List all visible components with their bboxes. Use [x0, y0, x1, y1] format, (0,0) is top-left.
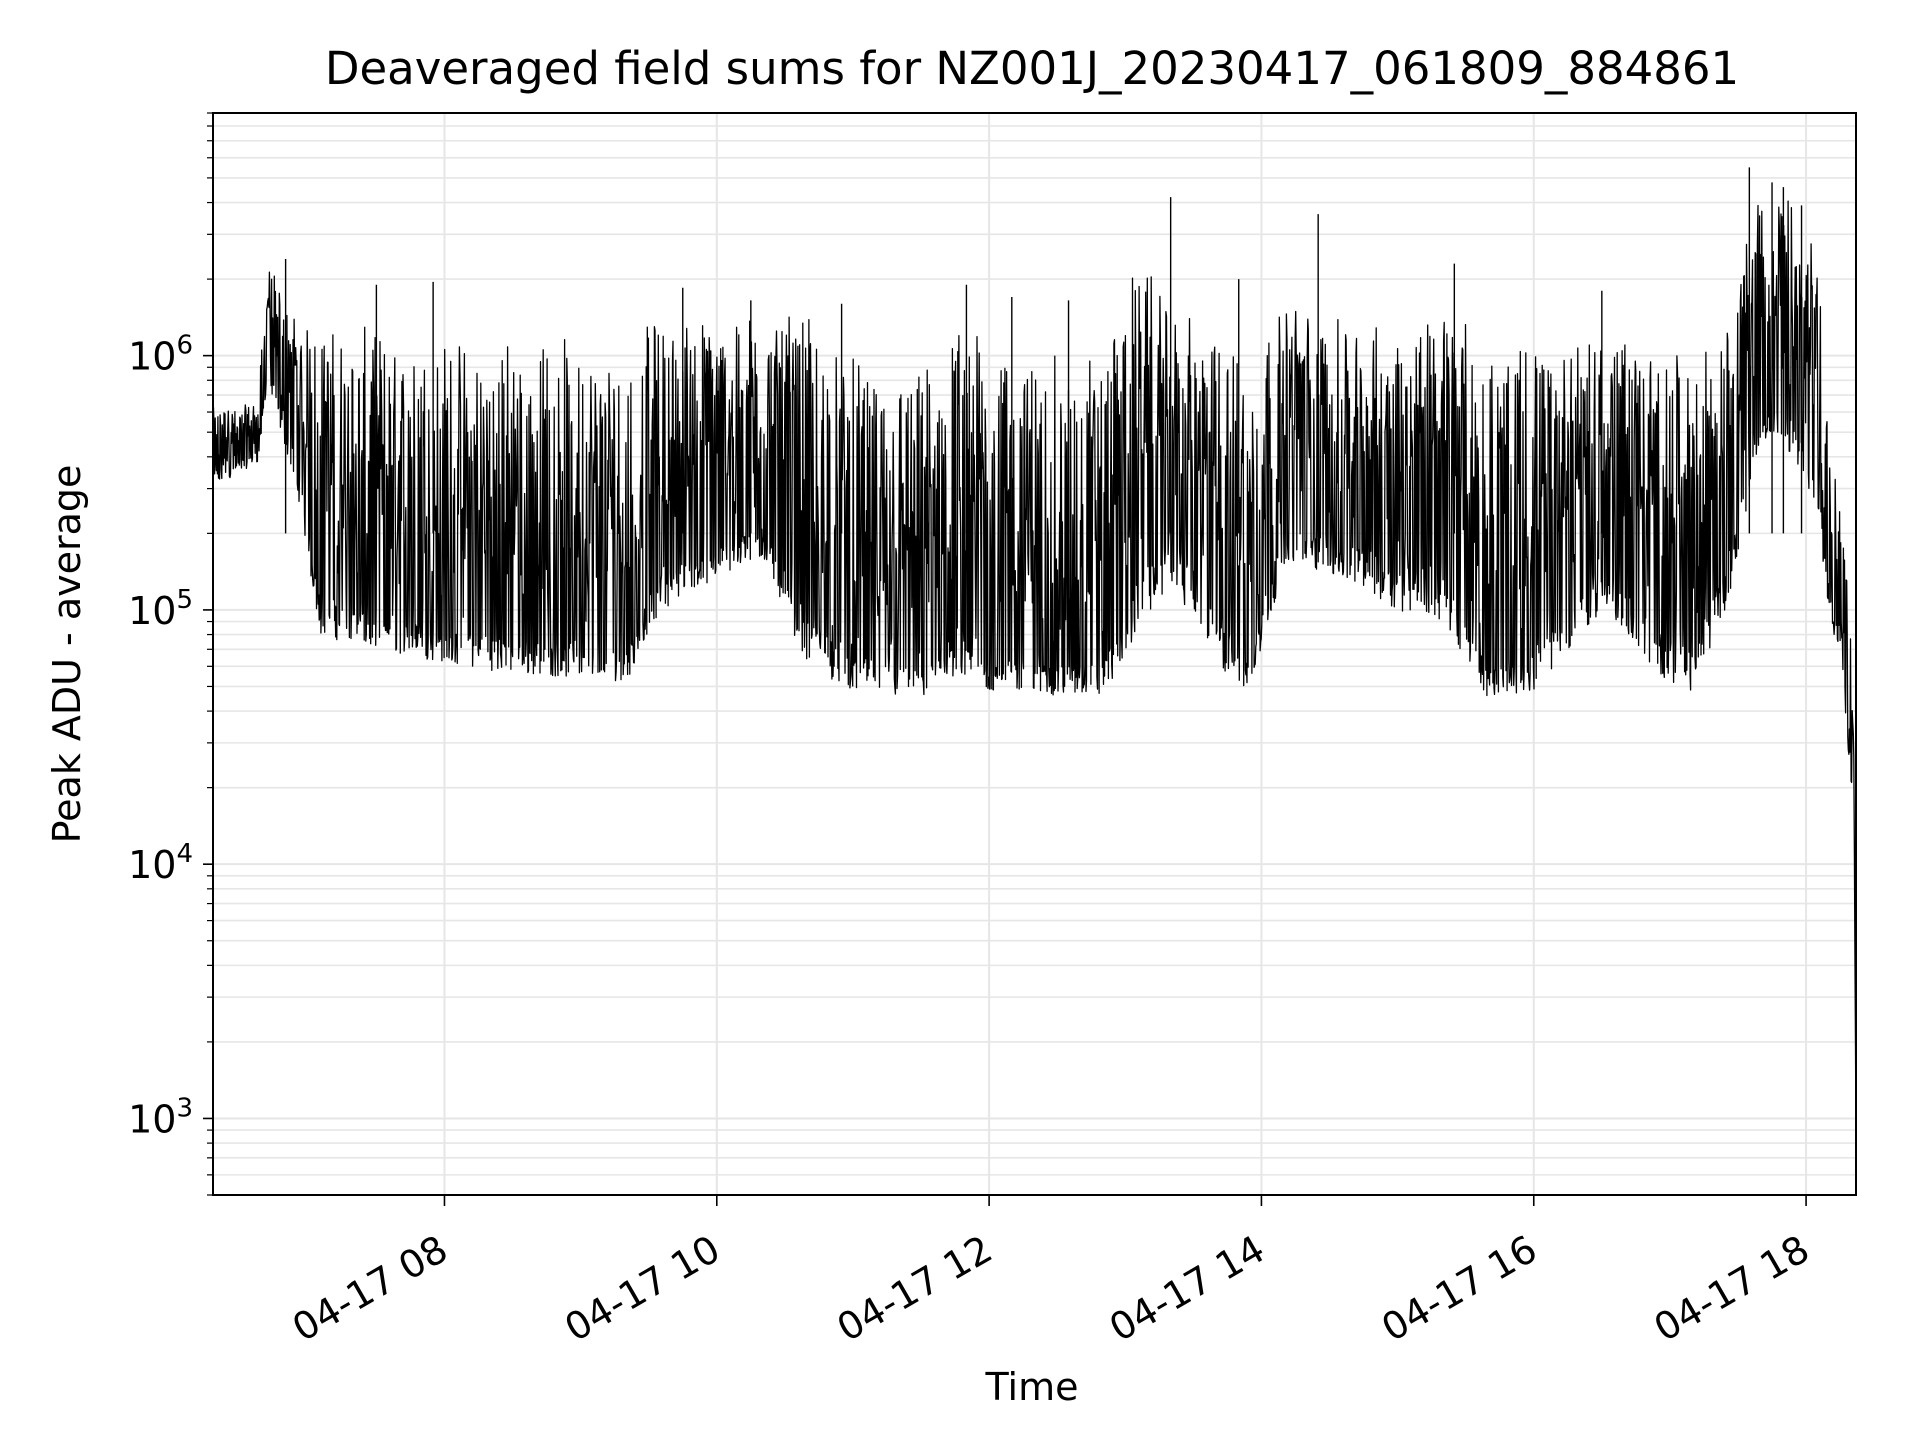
y-tick-label: 103	[128, 1093, 193, 1141]
plot-frame	[212, 112, 1857, 1196]
y-tick-label-exp: 3	[176, 1093, 193, 1123]
y-tick-label-exp: 4	[176, 839, 193, 869]
y-tick-label-base: 10	[128, 843, 176, 887]
chart-title: Deaveraged field sums for NZ001J_2023041…	[325, 42, 1739, 95]
y-axis-label: Peak ADU - average	[45, 465, 89, 844]
series-line	[212, 200, 1857, 1144]
y-tick-label: 104	[128, 839, 193, 887]
y-tick-label: 106	[128, 331, 193, 379]
y-tick-label: 105	[128, 585, 193, 633]
y-tick-label-base: 10	[128, 1097, 176, 1141]
x-axis-label: Time	[985, 1365, 1079, 1409]
y-tick-label-base: 10	[128, 335, 176, 379]
grid-layer	[213, 112, 1856, 1196]
series-layer	[212, 167, 1857, 1144]
y-tick-label-base: 10	[128, 589, 176, 633]
y-tick-label-exp: 5	[176, 585, 193, 615]
y-tick-label-exp: 6	[176, 331, 193, 361]
